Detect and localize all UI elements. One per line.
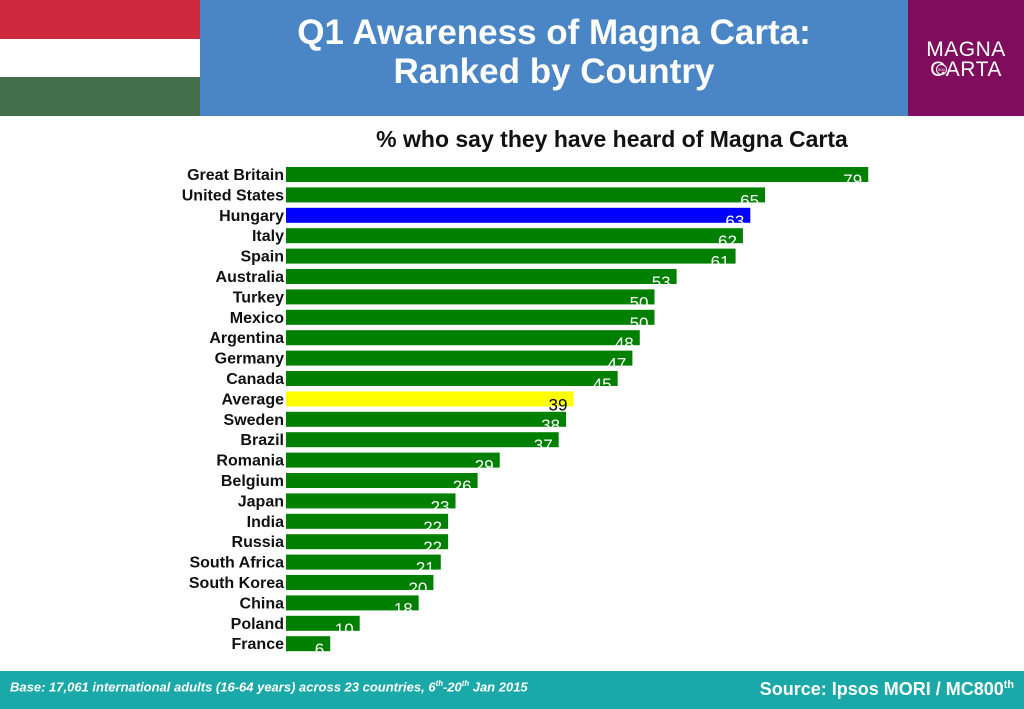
category-label-mexico: Mexico (230, 310, 284, 327)
value-label-turkey: 50 (630, 293, 649, 312)
bar-turkey (286, 289, 655, 305)
value-label-italy: 62 (718, 232, 737, 251)
value-label-germany: 47 (607, 355, 626, 374)
category-label-hungary: Hungary (219, 208, 284, 225)
bar-japan (286, 493, 456, 509)
value-label-china: 18 (394, 599, 413, 618)
base-note: Base: 17,061 international adults (16-64… (10, 679, 528, 695)
flag-stripe-green (0, 77, 200, 116)
bar-canada (286, 371, 618, 386)
bar-france (286, 636, 331, 652)
category-label-romania: Romania (216, 453, 284, 470)
bar-russia (286, 534, 449, 550)
bar-spain (286, 248, 736, 264)
value-label-belgium: 26 (453, 477, 472, 496)
bar-australia (286, 269, 677, 284)
flag-stripe-red (0, 0, 200, 39)
bar-chart: Great Britain 79 United States 65 Hungary 63 I… (182, 167, 869, 659)
logo-text-carta: CARTA (930, 58, 1002, 81)
value-label-brazil: 37 (534, 436, 553, 455)
page-header: Q1 Awareness of Magna Carta: Ranked by C… (200, 0, 908, 116)
value-label-argentina: 48 (615, 334, 634, 353)
bar-hungary (286, 207, 751, 223)
category-label-brazil: Brazil (240, 432, 284, 449)
category-label-poland: Poland (231, 616, 284, 633)
category-label-great-britain: Great Britain (187, 167, 284, 184)
category-label-india: India (247, 514, 284, 531)
category-label-russia: Russia (232, 534, 285, 551)
value-label-japan: 23 (431, 497, 450, 516)
bar-italy (286, 228, 743, 244)
bar-mexico (286, 309, 655, 325)
category-label-united-states: United States (182, 187, 284, 204)
value-label-hungary: 63 (725, 212, 744, 231)
category-label-canada: Canada (226, 371, 284, 388)
value-label-south-korea: 20 (408, 579, 427, 598)
bar-romania (286, 452, 500, 468)
bar-south-korea (286, 575, 434, 590)
flag-stripe-white (0, 38, 200, 78)
category-label-south-korea: South Korea (189, 575, 284, 592)
bar-sweden (286, 411, 567, 427)
category-label-argentina: Argentina (209, 330, 284, 347)
bar-south-africa (286, 554, 441, 570)
magna-carta-logo: MAGNA CARTA 800 (908, 0, 1024, 116)
category-label-germany: Germany (215, 351, 284, 368)
page-title-line2: Ranked by Country (393, 52, 715, 91)
category-label-spain: Spain (240, 249, 284, 266)
bar-argentina (286, 330, 640, 346)
value-label-romania: 29 (475, 457, 494, 476)
category-label-italy: Italy (252, 228, 284, 245)
category-label-belgium: Belgium (221, 473, 284, 490)
logo-800-mark: 800 (936, 64, 947, 75)
value-label-poland: 10 (335, 620, 354, 639)
value-label-united-states: 65 (740, 191, 759, 210)
bar-great-britain (286, 167, 869, 182)
category-label-average: Average (221, 391, 284, 408)
value-label-russia: 22 (423, 538, 442, 557)
hungary-flag (0, 0, 200, 116)
value-label-canada: 45 (593, 375, 612, 394)
category-label-south-africa: South Africa (189, 555, 284, 572)
bar-india (286, 513, 449, 529)
value-label-france: 6 (315, 640, 324, 659)
value-label-south-africa: 21 (416, 559, 435, 578)
page-title-line1: Q1 Awareness of Magna Carta: (297, 13, 811, 52)
bar-germany (286, 350, 633, 366)
bar-poland (286, 615, 360, 631)
value-label-average: 39 (549, 395, 568, 414)
category-label-turkey: Turkey (233, 289, 284, 306)
bar-china (286, 595, 419, 611)
category-label-japan: Japan (238, 493, 284, 510)
footer-bar: Base: 17,061 international adults (16-64… (0, 671, 1024, 709)
value-label-australia: 53 (652, 273, 671, 292)
source-note: Source: Ipsos MORI / MC800th (759, 679, 1014, 699)
category-label-france: France (232, 636, 285, 653)
value-label-great-britain: 79 (843, 171, 862, 190)
value-label-spain: 61 (711, 253, 730, 272)
value-label-sweden: 38 (541, 416, 560, 435)
value-label-india: 22 (423, 518, 442, 537)
bar-united-states (286, 187, 766, 203)
value-label-mexico: 50 (630, 314, 649, 333)
category-label-australia: Australia (216, 269, 285, 286)
category-label-china: China (240, 595, 285, 612)
bar-average (286, 391, 574, 407)
bar-belgium (286, 473, 478, 488)
category-label-sweden: Sweden (224, 412, 284, 429)
chart-title: % who say they have heard of Magna Carta (376, 126, 848, 152)
logo-text-magna: MAGNA (926, 38, 1006, 61)
bar-brazil (286, 432, 559, 448)
